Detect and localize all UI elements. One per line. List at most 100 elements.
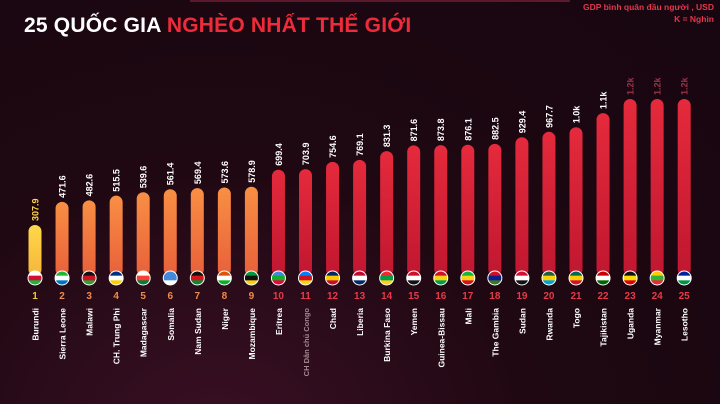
value-label-8: 573.6: [220, 161, 230, 184]
flag-24: [649, 270, 665, 286]
rank-label-12: 12: [327, 291, 339, 302]
value-label-14: 831.3: [382, 125, 392, 148]
category-label-19: Sudan: [517, 308, 527, 334]
flag-stripe-6-1: [163, 271, 178, 276]
category-label-22: Tajikistan: [599, 308, 609, 347]
category-label-6: Somalia: [166, 308, 176, 341]
flag-25: [676, 270, 692, 286]
bar-10: [271, 169, 285, 276]
flag-stripe-22-2: [596, 275, 611, 281]
category-label-14: Burkina Faso: [382, 308, 392, 362]
flag-stripe-2-3: [55, 280, 70, 285]
flag-4: [108, 270, 124, 286]
flag-stripe-4-3: [109, 280, 124, 285]
value-label-9: 578.9: [247, 160, 257, 183]
flag-stripe-8-3: [217, 280, 232, 285]
rank-label-8: 8: [222, 291, 228, 302]
flag-stripe-17-2: [460, 275, 475, 281]
rank-label-19: 19: [516, 291, 528, 302]
bar-20: [542, 131, 556, 276]
category-label-18: The Gambia: [490, 308, 500, 357]
value-label-16: 873.8: [436, 119, 446, 142]
value-label-15: 871.6: [409, 119, 419, 142]
category-label-3: Malawi: [85, 308, 95, 336]
flag-2: [54, 270, 70, 286]
rank-label-21: 21: [570, 291, 582, 302]
flag-stripe-11-2: [298, 275, 313, 281]
flag-stripe-9-1: [244, 271, 259, 276]
flag-stripe-25-2: [677, 275, 692, 281]
flag-stripe-6-3: [163, 280, 178, 285]
value-label-20: 967.7: [544, 105, 554, 128]
category-label-1: Burundi: [31, 308, 41, 341]
rank-label-15: 15: [408, 291, 420, 302]
flag-stripe-13-3: [352, 280, 367, 285]
bar-19: [515, 137, 529, 276]
rank-label-18: 18: [489, 291, 501, 302]
category-label-23: Uganda: [626, 308, 636, 339]
value-label-13: 769.1: [355, 133, 365, 156]
flag-stripe-1-2: [28, 275, 42, 281]
rank-label-1: 1: [32, 291, 38, 302]
flag-stripe-16-3: [433, 280, 448, 285]
chart-marks: 307.9 1 Burundi 471.6 2 Sierra Leone 482.6 3 Mal…: [27, 76, 692, 376]
rank-label-14: 14: [381, 291, 393, 302]
value-label-5: 539.6: [139, 166, 149, 189]
value-label-17: 876.1: [463, 118, 473, 141]
category-label-4: CH. Trung Phi: [112, 308, 122, 364]
rank-label-16: 16: [435, 291, 447, 302]
category-label-12: Chad: [328, 308, 338, 329]
rank-label-3: 3: [86, 291, 92, 302]
rank-label-24: 24: [652, 291, 664, 302]
bar-2: [55, 201, 69, 276]
rank-label-20: 20: [543, 291, 555, 302]
flag-stripe-20-1: [541, 271, 556, 276]
flag-stripe-17-3: [460, 280, 475, 285]
flag-stripe-14-2: [379, 275, 394, 281]
category-label-15: Yemen: [409, 308, 419, 335]
flag-stripe-18-2: [487, 275, 502, 281]
flag-stripe-19-3: [514, 280, 529, 285]
category-label-16: Guinea-Bissau: [436, 308, 446, 368]
value-label-23: 1.2k: [626, 76, 636, 95]
flag-15: [406, 270, 422, 286]
bar-22: [596, 113, 610, 276]
flag-stripe-25-1: [677, 271, 692, 276]
category-label-20: Rwanda: [544, 308, 554, 341]
flag-stripe-22-3: [596, 280, 611, 285]
title-part-red: NGHÈO NHẤT THẾ GIỚI: [166, 14, 412, 37]
flag-stripe-5-3: [136, 280, 151, 285]
rank-label-2: 2: [59, 291, 65, 302]
flag-stripe-2-1: [55, 271, 70, 276]
rank-label-22: 22: [597, 291, 609, 302]
unit-note-line-1: GDP bình quân đầu người , USD: [582, 2, 714, 12]
flag-17: [460, 270, 476, 286]
flag-22: [595, 270, 611, 286]
flag-stripe-3-1: [82, 271, 97, 276]
bar-13: [353, 159, 367, 276]
flag-stripe-13-2: [352, 275, 367, 281]
flag-stripe-21-1: [569, 271, 583, 276]
rank-label-7: 7: [195, 291, 201, 302]
flag-stripe-18-3: [487, 280, 502, 285]
rank-label-5: 5: [140, 291, 146, 302]
value-label-19: 929.4: [517, 111, 527, 134]
flag-stripe-8-1: [217, 271, 232, 276]
rank-label-6: 6: [167, 291, 173, 302]
flag-stripe-13-1: [352, 271, 367, 276]
bar-16: [434, 145, 448, 276]
flag-stripe-4-1: [109, 271, 124, 276]
value-label-12: 754.6: [328, 135, 338, 158]
flag-12: [325, 270, 341, 286]
category-label-9: Mozambique: [247, 308, 257, 360]
flag-stripe-10-3: [271, 280, 286, 285]
bar-11: [299, 169, 312, 276]
top-border-line: [190, 0, 570, 2]
flag-stripe-22-1: [596, 271, 611, 276]
flag-18: [487, 270, 503, 286]
flag-stripe-1-3: [28, 280, 42, 285]
flag-stripe-16-1: [433, 271, 448, 276]
category-label-5: Madagascar: [139, 307, 149, 357]
flag-stripe-14-1: [379, 271, 394, 276]
flag-stripe-23-2: [623, 275, 638, 281]
